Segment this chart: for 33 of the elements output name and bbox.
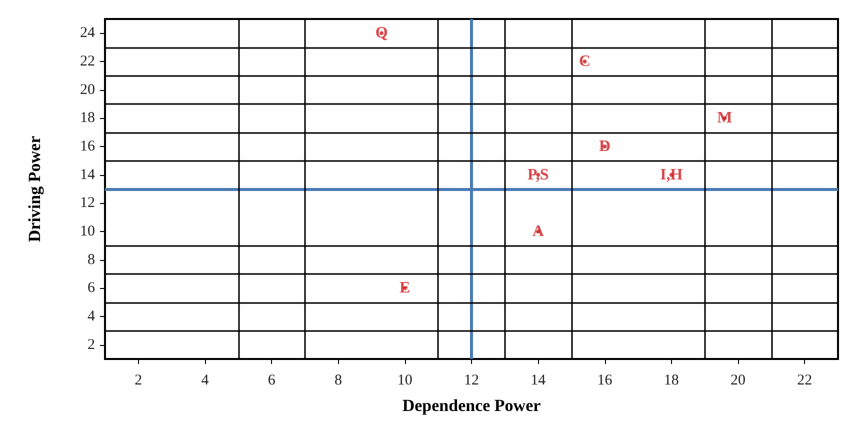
- x-tick-label: 20: [730, 372, 746, 388]
- annotation: Q: [375, 24, 388, 42]
- x-tick-label: 8: [334, 372, 342, 388]
- x-tick-label: 10: [397, 372, 412, 388]
- y-tick-label: 4: [88, 308, 96, 324]
- x-tick-label: 14: [530, 372, 546, 388]
- y-tick-label: 20: [80, 82, 95, 98]
- y-tick-label: 24: [80, 25, 96, 42]
- annotation: D: [598, 138, 611, 155]
- x-tick-label: 4: [201, 372, 210, 388]
- x-tick-label: 2: [134, 372, 142, 388]
- y-tick-label: 22: [80, 54, 95, 70]
- y-tick-label: 10: [80, 224, 95, 240]
- annotation: C: [579, 53, 591, 70]
- x-axis-title: Dependence Power: [402, 396, 542, 415]
- annotation: I,H: [660, 166, 684, 184]
- x-tick-label: 22: [797, 372, 812, 388]
- y-tick-label: 12: [80, 195, 95, 212]
- y-tick-label: 2: [88, 336, 95, 353]
- y-axis-title: Driving Power: [25, 135, 44, 242]
- y-tick-label: 16: [80, 138, 96, 154]
- x-tick-label: 16: [597, 372, 613, 388]
- y-tick-label: 14: [80, 166, 96, 183]
- annotation: P,S: [528, 166, 549, 184]
- x-tick-label: 18: [664, 372, 679, 388]
- annotation: E: [400, 280, 410, 297]
- annotation: M: [717, 110, 732, 127]
- x-tick-label: 12: [464, 372, 479, 388]
- y-tick-label: 18: [80, 110, 95, 126]
- x-tick-label: 6: [268, 372, 276, 388]
- y-tick-label: 8: [88, 252, 95, 268]
- y-tick-label: 6: [88, 280, 96, 296]
- annotation: A: [532, 223, 544, 240]
